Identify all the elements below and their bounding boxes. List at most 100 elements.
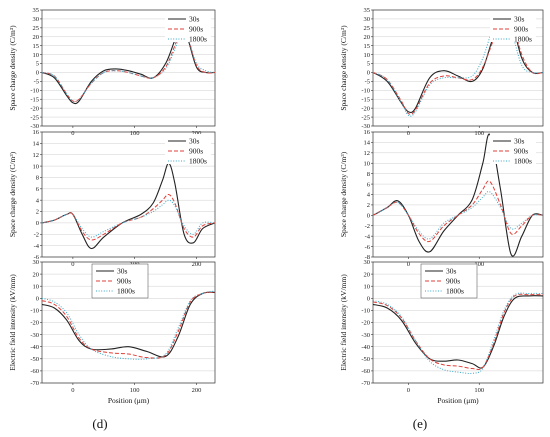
y-tick-label: 20 bbox=[33, 271, 40, 278]
x-tick-label: 100 bbox=[130, 387, 140, 394]
x-tick-label: 0 bbox=[71, 261, 74, 268]
x-tick-label: 0 bbox=[407, 130, 410, 137]
legend-label: 30s bbox=[446, 267, 457, 276]
y-axis-label: Electric field intensity (kV/mm) bbox=[339, 274, 348, 371]
legend-label: 900s bbox=[514, 25, 528, 34]
y-tick-label: -6 bbox=[34, 254, 40, 261]
y-tick-label: 10 bbox=[33, 163, 40, 170]
series-line-30s bbox=[373, 295, 543, 369]
x-tick-label: 0 bbox=[71, 387, 74, 394]
series-line-1800s bbox=[373, 18, 543, 117]
x-tick-label: 100 bbox=[474, 387, 484, 394]
y-tick-label: 12 bbox=[364, 150, 371, 157]
y-tick-label: 10 bbox=[364, 160, 371, 167]
x-tick-label: 100 bbox=[474, 130, 484, 137]
chart-panel-5: -8 -6 -4 -2 0 2 4 6 8 10 12 14 16 0 100 Space charge de… bbox=[339, 129, 544, 268]
y-tick-label: 35 bbox=[364, 7, 371, 14]
chart-panel-6: -70 -60 -50 -40 -30 -20 -10 0 10 20 30 0 100 Electric… bbox=[339, 259, 544, 405]
y-tick-label: 30 bbox=[364, 16, 371, 23]
y-tick-label: 8 bbox=[367, 171, 370, 178]
series-line-900s bbox=[373, 293, 543, 370]
legend-label: 30s bbox=[189, 15, 200, 24]
x-axis-label: Position (μm) bbox=[437, 396, 479, 405]
legend-label: 1800s bbox=[446, 287, 464, 296]
y-tick-label: -50 bbox=[30, 356, 39, 363]
y-tick-label: 14 bbox=[33, 141, 40, 148]
y-tick-label: -30 bbox=[361, 332, 370, 339]
y-tick-label: -40 bbox=[30, 344, 39, 351]
y-tick-label: -30 bbox=[361, 123, 370, 130]
legend-label: 30s bbox=[514, 137, 525, 146]
y-tick-label: 30 bbox=[33, 16, 40, 23]
y-tick-label: -10 bbox=[361, 88, 370, 95]
y-tick-label: -25 bbox=[361, 114, 370, 121]
legend-bg bbox=[165, 12, 211, 42]
legend-label: 30s bbox=[117, 267, 128, 276]
x-tick-label: 0 bbox=[71, 130, 74, 137]
y-tick-label: -25 bbox=[30, 114, 39, 121]
y-tick-label: -30 bbox=[30, 332, 39, 339]
y-tick-label: -5 bbox=[365, 79, 370, 86]
plot-frame bbox=[372, 9, 544, 127]
y-tick-label: -40 bbox=[361, 344, 370, 351]
x-tick-label: 0 bbox=[407, 261, 410, 268]
y-tick-label: 20 bbox=[364, 34, 371, 41]
y-tick-label: 10 bbox=[364, 52, 371, 59]
y-tick-label: 14 bbox=[364, 140, 371, 147]
y-tick-label: 4 bbox=[367, 192, 371, 199]
x-axis-label: Position (μm) bbox=[108, 396, 150, 405]
y-tick-label: 10 bbox=[364, 283, 371, 290]
y-tick-label: -20 bbox=[30, 105, 39, 112]
y-axis-label: Space charge density (C/m³) bbox=[8, 151, 17, 237]
y-tick-label: 16 bbox=[364, 129, 371, 136]
y-tick-label: -10 bbox=[30, 88, 39, 95]
y-tick-label: 25 bbox=[364, 25, 371, 32]
y-tick-label: 6 bbox=[367, 181, 371, 188]
y-tick-label: -6 bbox=[365, 244, 371, 251]
plot-frame bbox=[372, 131, 544, 258]
y-tick-label: 20 bbox=[364, 271, 371, 278]
y-tick-label: 10 bbox=[33, 283, 40, 290]
y-tick-label: 2 bbox=[367, 202, 370, 209]
legend-label: 1800s bbox=[514, 35, 532, 44]
legend-box bbox=[91, 263, 149, 299]
y-tick-label: -2 bbox=[34, 231, 39, 238]
legend-label: 900s bbox=[117, 277, 131, 286]
chart-panel-2: -6 -4 -2 0 2 4 6 8 10 12 14 16 0 100 200 Space charge d… bbox=[8, 129, 216, 268]
y-axis-label: Space charge density (C/m³) bbox=[339, 25, 348, 111]
y-tick-label: 2 bbox=[36, 209, 39, 216]
y-tick-label: 0 bbox=[36, 70, 39, 77]
plot-frame bbox=[41, 9, 216, 127]
y-tick-label: 8 bbox=[36, 175, 39, 182]
legend-label: 900s bbox=[446, 277, 460, 286]
plot-frame bbox=[41, 261, 216, 384]
legend-label: 1800s bbox=[189, 157, 207, 166]
legend-bg bbox=[490, 134, 536, 164]
plot-frame bbox=[372, 261, 544, 384]
y-tick-label: -20 bbox=[30, 320, 39, 327]
chart-panel-4: -30 -25 -20 -15-10 -5 0 5 10 15 20 25 30 35 0 100 Space… bbox=[339, 7, 544, 137]
y-tick-label: 35 bbox=[33, 7, 40, 14]
y-tick-label: 0 bbox=[367, 70, 370, 77]
x-tick-label: 200 bbox=[192, 130, 202, 137]
y-tick-label: 30 bbox=[33, 259, 40, 266]
y-tick-label: 5 bbox=[36, 61, 39, 68]
y-tick-label: -8 bbox=[365, 254, 370, 261]
legend-label: 1800s bbox=[117, 287, 135, 296]
series-line-1800s bbox=[42, 290, 215, 360]
y-tick-label: 15 bbox=[364, 43, 371, 50]
series-line-900s bbox=[42, 193, 215, 241]
y-tick-label: 0 bbox=[367, 213, 370, 220]
y-tick-label: -10 bbox=[361, 308, 370, 315]
y-tick-label: 25 bbox=[33, 25, 40, 32]
y-axis-label: Space charge density (C/m³) bbox=[8, 25, 17, 111]
y-tick-label: -2 bbox=[365, 223, 370, 230]
series-line-30s bbox=[373, 133, 543, 257]
legend-bg bbox=[490, 12, 536, 42]
y-tick-label: -4 bbox=[365, 233, 371, 240]
y-tick-label: -70 bbox=[30, 380, 39, 387]
legend-label: 30s bbox=[514, 15, 525, 24]
y-tick-label: 30 bbox=[364, 259, 371, 266]
chart-panel-3: -70 -60 -50 -40 -30 -20 -10 0 10 20 30 0 100 200 Elect… bbox=[8, 259, 216, 405]
